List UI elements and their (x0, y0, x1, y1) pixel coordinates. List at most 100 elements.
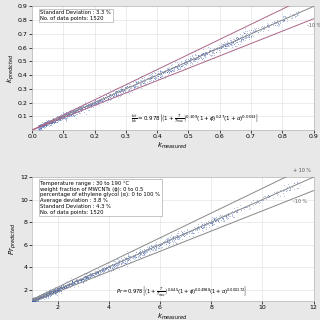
Point (107, 264, 112, 269)
Point (297, 182, 302, 187)
Point (75, 109, 80, 115)
Point (72, 280, 77, 285)
Point (135, 79, 140, 84)
Point (68, 112, 74, 117)
Point (50, 291, 55, 296)
Point (255, 29, 260, 34)
Point (285, 15, 291, 20)
Point (66, 281, 71, 286)
Point (176, 236, 181, 241)
Point (199, 224, 204, 229)
Point (232, 209, 237, 214)
Point (167, 69, 172, 74)
Point (182, 66, 188, 71)
Point (34, 296, 39, 301)
Point (117, 93, 123, 98)
Point (52, 287, 57, 292)
Point (146, 73, 151, 78)
Point (158, 244, 163, 249)
Point (83, 104, 88, 109)
Point (46, 120, 51, 125)
Point (71, 110, 76, 115)
Point (39, 124, 44, 129)
Point (63, 282, 68, 287)
Point (41, 122, 46, 127)
Point (73, 109, 78, 114)
Point (190, 230, 195, 236)
Point (46, 293, 51, 299)
Point (148, 77, 154, 82)
Point (148, 74, 154, 79)
Point (57, 284, 62, 289)
Point (45, 120, 51, 125)
Point (60, 286, 66, 292)
Point (55, 285, 60, 291)
Point (50, 119, 55, 124)
Point (170, 237, 175, 242)
Point (276, 191, 281, 196)
Point (103, 265, 108, 270)
Point (185, 230, 190, 235)
Point (65, 112, 70, 117)
Point (226, 212, 231, 218)
Point (52, 119, 58, 124)
Point (192, 58, 197, 63)
Point (198, 223, 204, 228)
Point (199, 51, 204, 56)
Point (102, 267, 108, 272)
Point (71, 282, 76, 287)
Point (106, 92, 111, 97)
Point (72, 280, 77, 285)
Point (141, 80, 146, 85)
Point (107, 91, 112, 96)
Point (232, 206, 237, 211)
Point (135, 252, 140, 257)
Point (191, 56, 196, 61)
Point (223, 45, 228, 50)
Point (92, 102, 97, 108)
Point (37, 293, 43, 298)
Point (117, 88, 122, 93)
Point (141, 249, 146, 254)
Point (42, 293, 47, 298)
Point (240, 32, 245, 37)
Point (52, 288, 57, 293)
Point (83, 274, 88, 279)
Point (118, 260, 124, 266)
Point (232, 42, 237, 47)
Point (141, 251, 147, 256)
Point (91, 270, 96, 275)
Point (61, 113, 66, 118)
Point (39, 124, 44, 129)
Point (116, 259, 121, 264)
Point (67, 109, 72, 114)
Point (82, 275, 87, 280)
Point (78, 279, 83, 284)
Point (131, 254, 136, 260)
Point (281, 188, 286, 193)
Point (92, 100, 97, 105)
Point (188, 53, 193, 59)
Point (199, 51, 204, 56)
Point (46, 117, 51, 122)
Point (39, 124, 44, 130)
Point (74, 276, 79, 281)
Point (134, 84, 139, 89)
Point (196, 226, 202, 231)
Point (166, 236, 171, 241)
Point (38, 124, 43, 129)
Point (49, 288, 54, 293)
Point (71, 276, 76, 282)
Point (181, 231, 186, 236)
Point (288, 185, 293, 190)
Point (52, 118, 57, 123)
Point (43, 292, 48, 297)
Point (52, 116, 57, 121)
Point (52, 287, 58, 292)
Point (214, 46, 219, 51)
Point (40, 292, 45, 297)
Point (30, 295, 35, 300)
Point (37, 294, 42, 299)
Point (60, 285, 65, 291)
Point (100, 266, 105, 271)
